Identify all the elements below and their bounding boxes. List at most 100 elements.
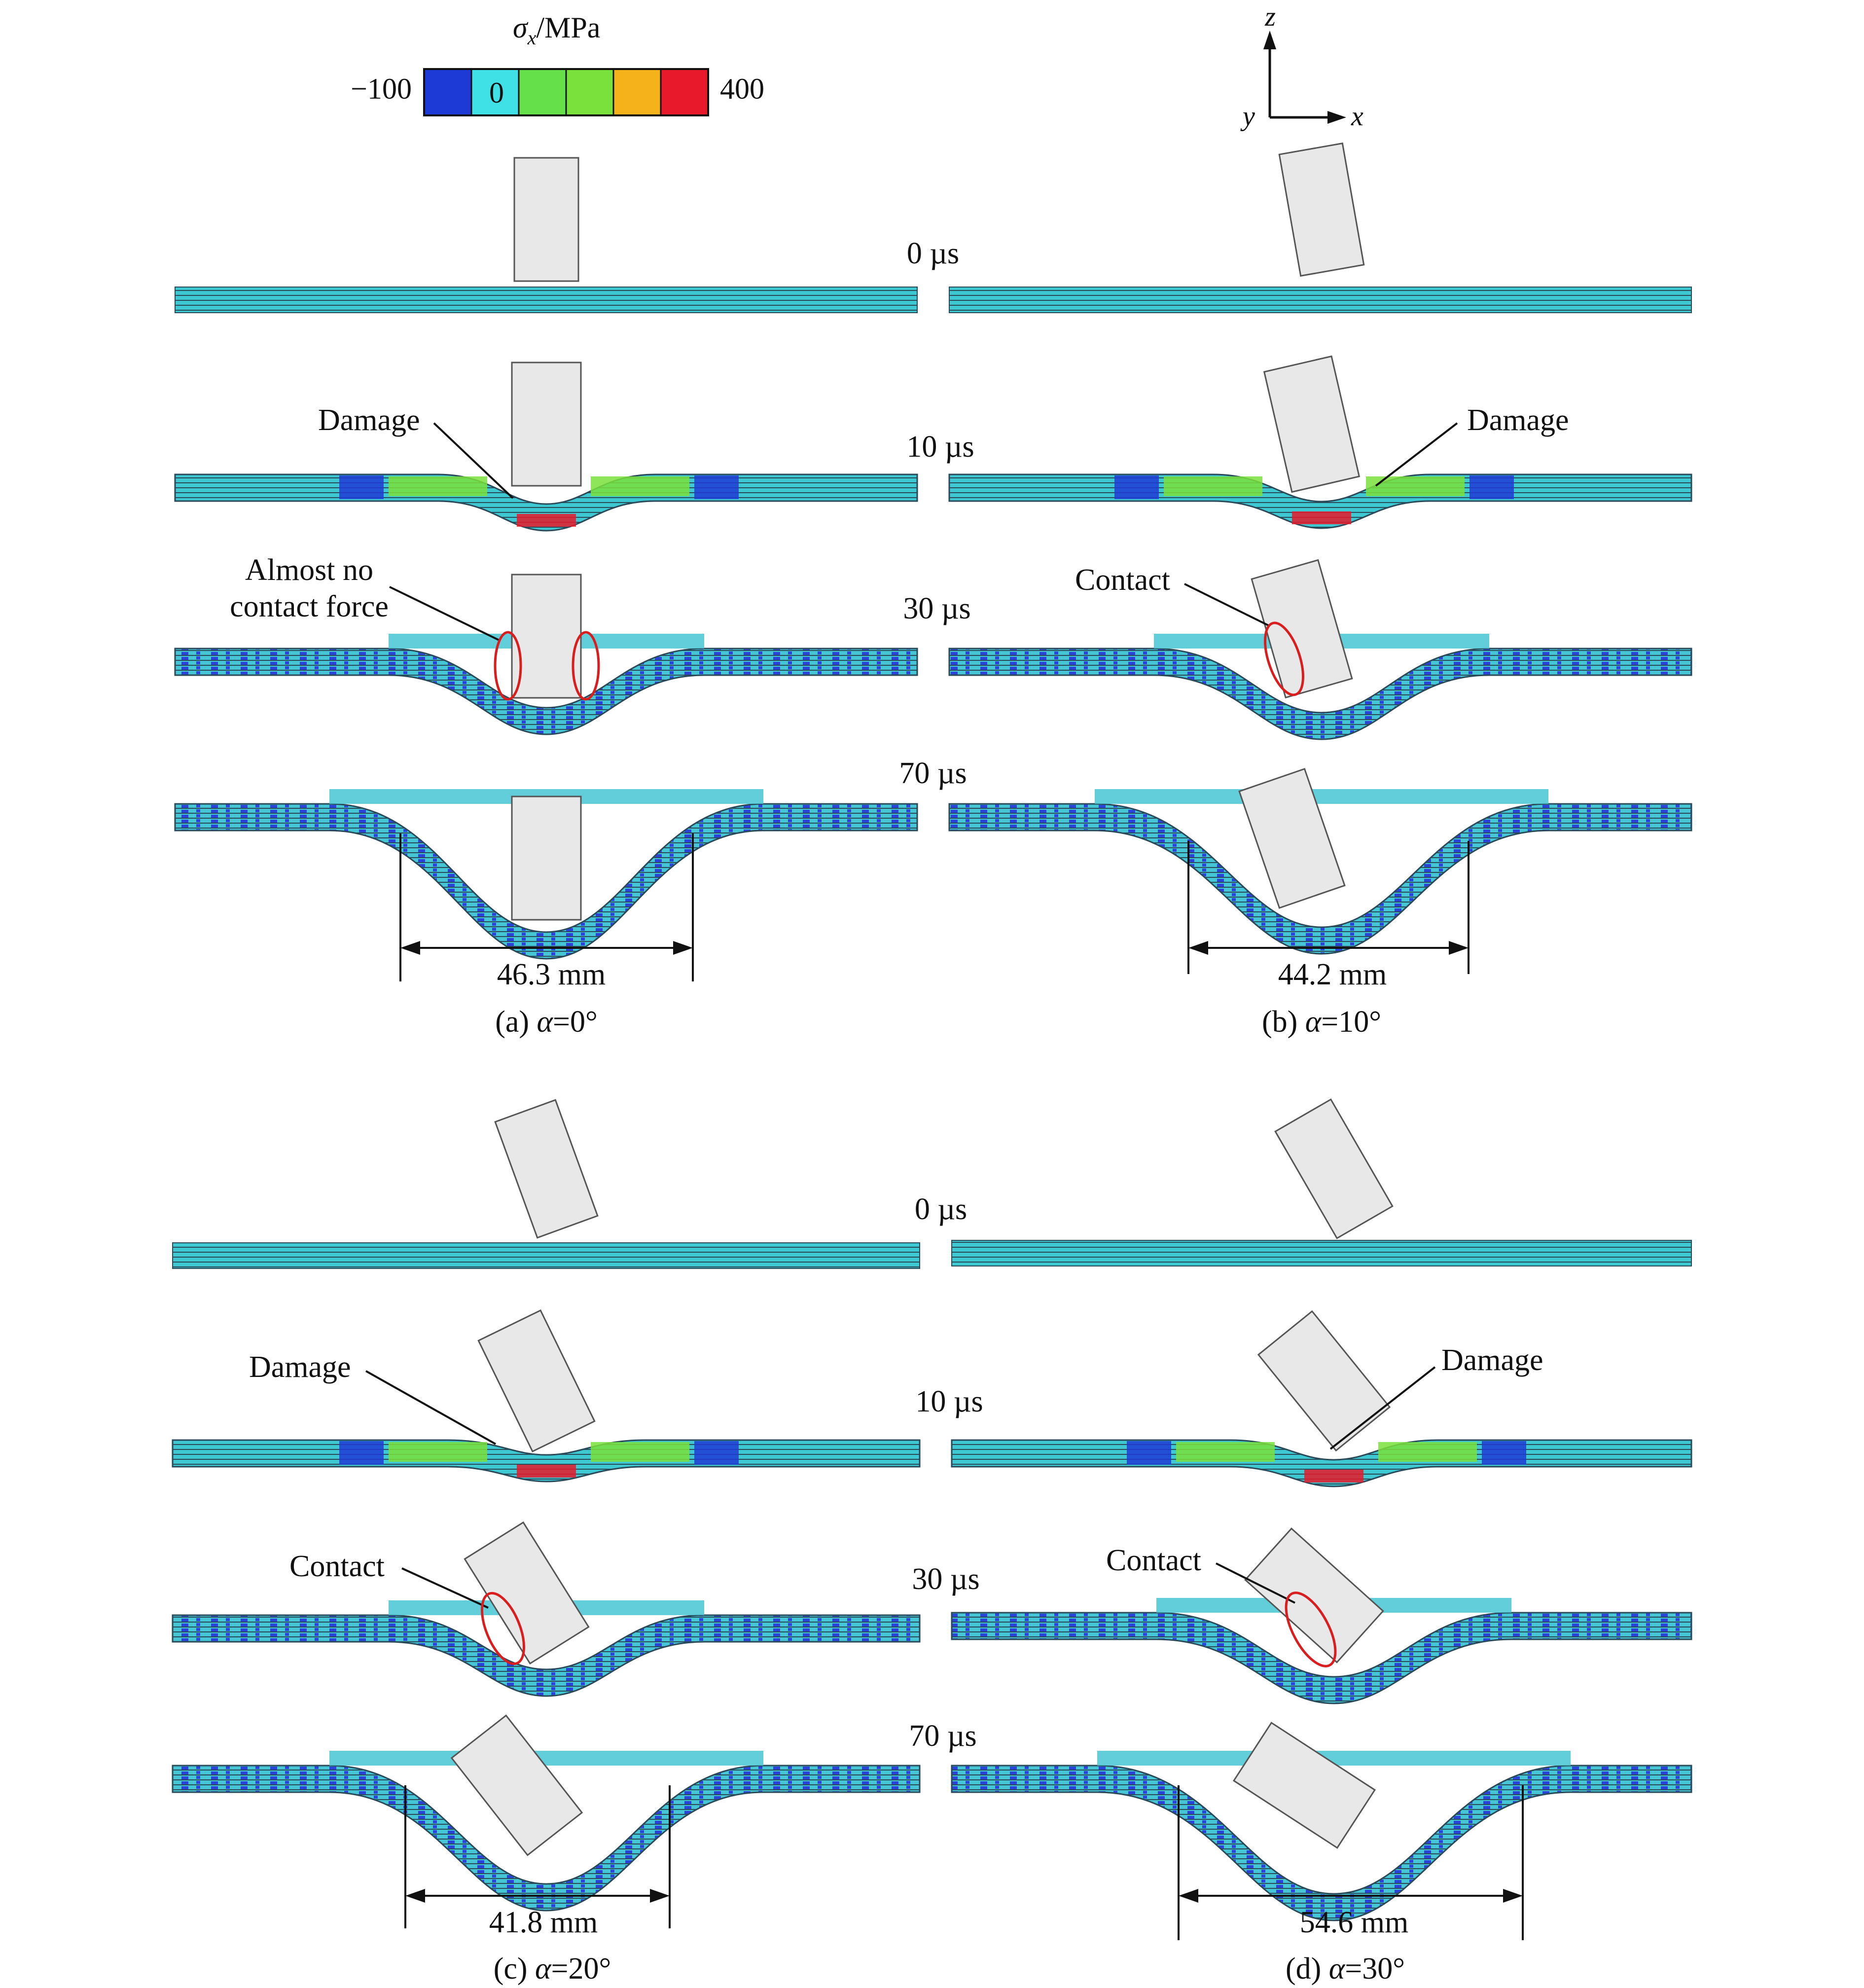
dimension-lines: 46.3 mm 44.2 mm 41.8 mm 54.6 mm [399, 833, 1524, 1940]
caption-d-prefix: (d) [1286, 1952, 1329, 1986]
time-label-70us-bottom: 70 µs [909, 1719, 976, 1753]
damage-label-c: Damage [249, 1350, 351, 1384]
damage-leader-c [365, 1370, 496, 1445]
projectile-stage-3 [450, 1714, 583, 1856]
stress-patch-green [1176, 1442, 1275, 1462]
stress-patch-red [1292, 511, 1351, 524]
colorbar-max-label: 400 [720, 72, 764, 105]
projectile-stage-2 [1251, 559, 1353, 699]
time-label-30us-top: 30 µs [903, 592, 970, 625]
caption-d-symbol: α [1329, 1952, 1346, 1986]
projectile-stage-2 [464, 1521, 590, 1665]
caption-c-symbol: α [535, 1952, 552, 1986]
deformed-layers [329, 1751, 763, 1766]
panel-a-alpha-0 [174, 157, 918, 960]
contact-ring-c [481, 1591, 525, 1665]
time-label-0us-bottom: 0 µs [915, 1193, 967, 1226]
colorbar: σx/MPa −100 0 400 [351, 11, 764, 116]
panel-b-alpha-10 [948, 142, 1692, 955]
plate-stage-3 [948, 803, 1692, 955]
y-axis-label: y [1240, 101, 1255, 132]
colorbar-cell [423, 68, 472, 116]
colorbar-title-sub: x [527, 27, 537, 49]
contact-leader-b [1184, 583, 1269, 626]
stress-patch-blue [1470, 475, 1514, 499]
time-labels-bottom: 0 µs 10 µs 30 µs 70 µs [909, 1193, 983, 1753]
stress-patch-green [1378, 1442, 1477, 1462]
time-label-0us-top: 0 µs [907, 237, 959, 270]
contact-leader-d [1216, 1562, 1295, 1604]
contact-label-d: Contact [1106, 1544, 1201, 1577]
caption-a-prefix: (a) [495, 1005, 537, 1039]
stress-patch-blue [694, 1441, 739, 1465]
projectile-stage-0 [513, 157, 579, 282]
deformed-layers [1095, 789, 1548, 804]
caption-b: (b) α=10° [1262, 1005, 1381, 1039]
panel-c-alpha-20 [172, 1099, 921, 1912]
plate-stage-2 [951, 1612, 1692, 1704]
projectile-stage-1 [1263, 355, 1361, 493]
stress-patch-blue [694, 475, 739, 499]
time-label-70us-top: 70 µs [899, 757, 967, 790]
caption-a-rest: =0° [553, 1005, 598, 1039]
projectile-stage-1 [1257, 1310, 1391, 1452]
caption-c: (c) α=20° [494, 1952, 611, 1986]
axes-triad: z x y [1240, 1, 1363, 132]
plate-stage-3 [951, 1765, 1692, 1921]
plate-stage-0 [949, 287, 1692, 313]
annotations: Damage Almost no contact force Damage Co… [230, 403, 1569, 1667]
projectile-stage-2 [511, 574, 582, 699]
stress-patch-blue [1482, 1441, 1526, 1465]
colorbar-cells [423, 68, 709, 116]
colorbar-zero-label: 0 [489, 76, 504, 109]
stress-patch-green [591, 476, 689, 496]
damage-label-a: Damage [318, 403, 420, 437]
z-axis-arrow-icon [1263, 31, 1276, 49]
contact-label-b: Contact [1075, 563, 1170, 597]
caption-b-symbol: α [1305, 1005, 1322, 1039]
contact-leader-a [389, 586, 500, 641]
time-labels-top: 0 µs 10 µs 30 µs 70 µs [899, 237, 974, 790]
projectile-stage-3 [511, 795, 582, 921]
colorbar-cell [660, 68, 709, 116]
plate-stage-0 [951, 1240, 1692, 1266]
colorbar-cell [565, 68, 614, 116]
projectile-stage-3 [1232, 1722, 1376, 1849]
contact-ring-b [1264, 621, 1304, 696]
damage-label-d: Damage [1441, 1343, 1543, 1377]
contact-ring-a-right [572, 631, 600, 701]
stress-patch-green [1164, 476, 1262, 496]
captions: (a) α=0° (b) α=10° (c) α=20° (d) α=30° [494, 1005, 1405, 1986]
stress-patch-blue [1114, 475, 1159, 499]
colorbar-cell [518, 68, 567, 116]
x-axis-label: x [1351, 101, 1363, 132]
damage-leader-d [1329, 1366, 1436, 1450]
colorbar-title: σx/MPa [513, 11, 600, 49]
plate-stage-2 [948, 648, 1692, 740]
caption-c-prefix: (c) [494, 1952, 535, 1986]
projectile-stage-0 [494, 1099, 599, 1239]
colorbar-cell [470, 68, 520, 116]
stress-patch-blue [339, 1441, 384, 1465]
projectile-stage-1 [477, 1309, 596, 1453]
stress-patch-red [517, 514, 576, 527]
time-label-10us-bottom: 10 µs [915, 1385, 983, 1418]
dimension-label-c: 41.8 mm [489, 1906, 598, 1939]
projectile-stage-0 [1274, 1098, 1394, 1239]
contact-ring-a-left [494, 631, 522, 701]
z-axis-label: z [1264, 1, 1276, 32]
time-label-30us-bottom: 30 µs [912, 1562, 979, 1596]
dimension-label-b: 44.2 mm [1278, 958, 1387, 991]
x-axis-arrow-icon [1327, 111, 1346, 124]
dimension-label-d: 54.6 mm [1300, 1906, 1408, 1939]
stress-patch-green [1366, 476, 1465, 496]
dimension-label-a: 46.3 mm [497, 958, 606, 991]
colorbar-cell [612, 68, 662, 116]
plate-stage-0 [175, 287, 918, 313]
projectile-stage-2 [1244, 1527, 1384, 1663]
time-label-10us-top: 10 µs [906, 430, 974, 464]
stress-patch-green [389, 1442, 487, 1462]
contact-ring-d [1285, 1591, 1337, 1667]
damage-label-b: Damage [1467, 403, 1569, 437]
stress-patch-green [389, 476, 487, 496]
